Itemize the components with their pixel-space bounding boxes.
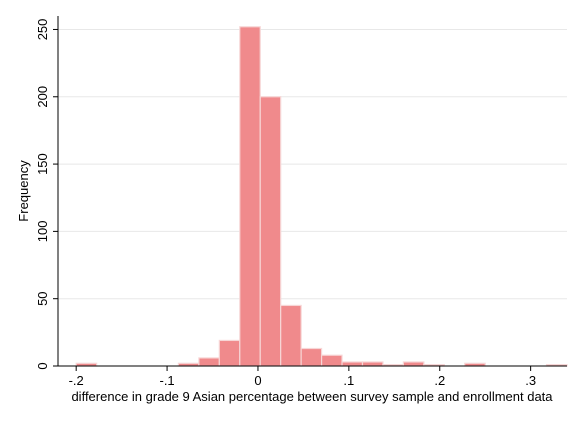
axes	[57, 16, 567, 367]
y-tick-label: 250	[35, 19, 50, 41]
y-tick-label: 200	[35, 86, 50, 108]
histogram-bar-10	[361, 361, 384, 367]
x-tick-label: -.2	[69, 373, 84, 388]
histogram-bar-12	[402, 361, 425, 367]
histogram-bar-6	[280, 304, 302, 367]
x-tick-label: .1	[343, 373, 354, 388]
x-axis-title: difference in grade 9 Asian percentage b…	[71, 389, 553, 404]
x-tick-label: 0	[254, 373, 261, 388]
histogram-bar-4	[239, 26, 261, 367]
histogram-bar-9	[341, 361, 364, 367]
x-tick-label: -.1	[159, 373, 174, 388]
histogram-bar-3	[218, 339, 241, 367]
x-tick-label: .3	[525, 373, 536, 388]
histogram-bar-7	[300, 347, 323, 367]
grid-lines	[58, 28, 567, 300]
axis-ticks: -.2 -.1 0 .1 .2 .3 0 50 100 150 200 250	[35, 19, 536, 388]
y-axis-title: Frequency	[16, 160, 31, 222]
y-tick-label: 50	[35, 291, 50, 305]
histogram-bar-2	[198, 357, 220, 367]
y-tick-label: 100	[35, 221, 50, 243]
y-tick-label: 0	[35, 362, 50, 369]
histogram-bar-5	[259, 96, 282, 367]
histogram-bar-8	[320, 354, 343, 367]
histogram-bars	[75, 26, 568, 367]
x-tick-label: .2	[434, 373, 445, 388]
y-tick-label: 150	[35, 153, 50, 175]
